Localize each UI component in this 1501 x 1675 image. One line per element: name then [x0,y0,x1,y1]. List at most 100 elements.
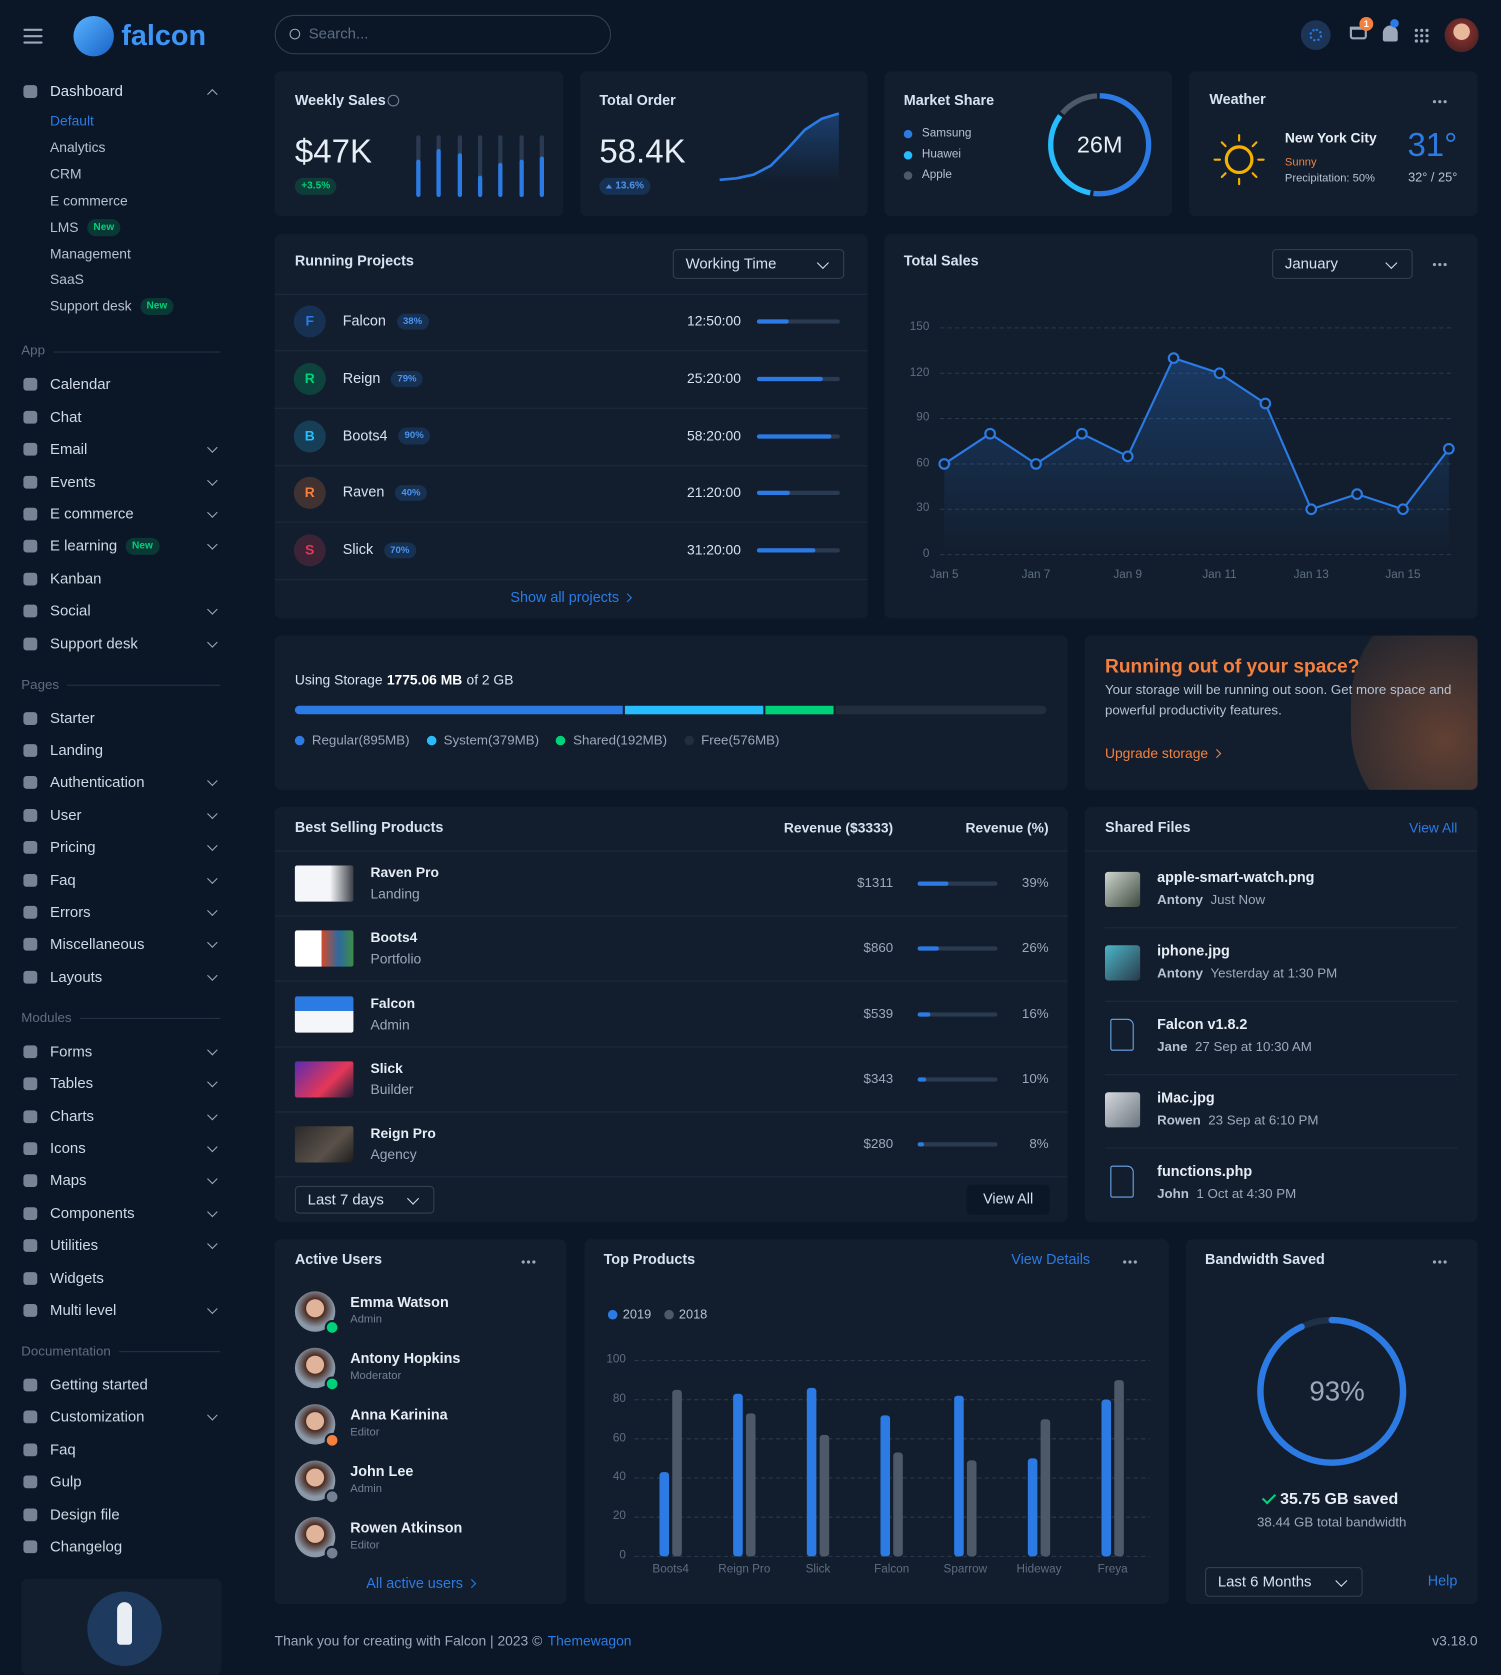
dropdown[interactable]: Working Time [672,249,845,279]
file-name[interactable]: Falcon v1.8.2 [1157,1016,1248,1033]
dropdown[interactable]: January [1272,249,1413,279]
project-time: 31:20:00 [687,541,741,558]
file-time: 1 Oct at 4:30 PM [1196,1186,1297,1202]
chevron [207,539,218,551]
nav-item[interactable]: Miscellaneous [50,935,144,954]
nav-subitem[interactable]: E commerce [50,192,128,209]
file-name[interactable]: iphone.jpg [1157,942,1230,959]
y-tick-label: 60 [916,456,930,470]
nav-item[interactable]: Customization [50,1408,144,1427]
view-all-link[interactable]: View All [1409,819,1458,836]
nav-item[interactable]: Landing [50,741,103,760]
nav-item[interactable]: Faq [50,871,76,890]
nav-item[interactable]: Errors [50,903,91,922]
chevron [207,88,218,100]
nav-subitem[interactable]: SaaS [50,272,84,289]
product-revenue: $860 [863,940,894,956]
nav-item[interactable]: Support desk [50,634,138,653]
file-meta: Antony Yesterday at 1:30 PM [1157,966,1337,983]
nav-item[interactable]: Kanban [50,569,101,588]
nav-label: Design file [50,1504,120,1523]
nav-label: E learning [50,537,118,555]
donut-segment [1048,93,1152,197]
bar [1114,1380,1124,1557]
user-name[interactable]: John Lee [350,1463,414,1480]
nav-item[interactable]: Gulp [50,1473,81,1492]
nav-item[interactable]: E commerce [50,505,134,524]
nav-subitem[interactable]: LMS New [50,219,121,236]
view-all-button[interactable]: View All [966,1184,1050,1215]
nav-item[interactable]: Forms [50,1042,92,1061]
dropdown[interactable]: Last 6 Months [1205,1567,1363,1597]
help-link[interactable]: Help [1427,1572,1458,1589]
nav-item[interactable]: E learning New [50,537,160,556]
product-percent: 26% [1021,940,1049,956]
project-name-row[interactable]: Boots4 90% [343,427,431,445]
user-name[interactable]: Emma Watson [350,1294,449,1310]
nav-item[interactable]: User [50,806,81,825]
product-name[interactable]: Boots4 [370,929,418,946]
nav-label: Email [50,440,88,458]
nav-item[interactable]: Components [50,1204,135,1223]
nav-item[interactable]: Utilities [50,1236,98,1255]
all-users-link[interactable]: All active users [366,1575,476,1593]
nav-item[interactable]: Design file [50,1505,120,1524]
nav-item[interactable]: Authentication [50,773,144,792]
nav-item[interactable]: Email [50,440,87,459]
search-box[interactable]: Search... [274,14,612,55]
footer-link[interactable]: Themewagon [547,1632,632,1649]
project-name-row[interactable]: Slick 70% [343,542,416,560]
user-name[interactable]: Antony Hopkins [350,1350,461,1367]
profile-avatar[interactable] [1444,18,1479,53]
nav-item[interactable]: Faq [50,1440,76,1459]
view-details-link[interactable]: View Details [1011,1251,1091,1268]
product-name[interactable]: Raven Pro [370,864,439,881]
nav-item[interactable]: Icons [50,1139,86,1158]
project-name-row[interactable]: Falcon 38% [343,313,429,331]
link-text: All active users [366,1575,463,1592]
file-thumbnail [1104,945,1141,981]
nav-item[interactable]: Social [50,602,91,621]
upgrade-link[interactable]: Upgrade storage [1105,745,1222,762]
file-name[interactable]: iMac.jpg [1157,1089,1215,1106]
nav-item[interactable]: Widgets [50,1269,104,1288]
nav-item[interactable]: Events [50,472,96,491]
nav-item[interactable]: Maps [50,1172,86,1191]
nav-icon [23,540,38,553]
nav-item[interactable]: Pricing [50,838,96,857]
nav-item[interactable]: Tables [50,1074,93,1093]
nav-item[interactable]: Getting started [50,1376,148,1395]
nav-item[interactable]: Chat [50,408,81,427]
x-tick-label: Slick [805,1562,831,1576]
dropdown[interactable]: Last 7 days [294,1185,435,1214]
nav-item[interactable]: Layouts [50,968,102,987]
user-name[interactable]: Anna Karinina [350,1406,448,1423]
chevron [207,636,218,648]
project-name-row[interactable]: Reign 79% [343,370,423,388]
nav-item[interactable]: Changelog [50,1537,122,1556]
nav-subitem[interactable]: Analytics [50,139,105,156]
user-name[interactable]: Rowen Atkinson [350,1519,463,1536]
cart-button[interactable] [1349,26,1367,40]
product-name[interactable]: Slick [370,1060,403,1077]
nav-item[interactable]: Calendar [50,375,110,394]
nav-subitem[interactable]: Default [50,113,94,130]
product-name[interactable]: Reign Pro [370,1125,436,1142]
project-name-row[interactable]: Raven 40% [343,484,427,502]
nav-item[interactable]: Multi level [50,1301,116,1320]
product-name[interactable]: Falcon [370,994,416,1011]
file-name[interactable]: apple-smart-watch.png [1157,869,1315,886]
close-button[interactable] [198,1587,211,1600]
nav-subitem[interactable]: Management [50,245,131,262]
nav-label: Charts [50,1106,94,1124]
x-tick-label: Reign Pro [718,1562,771,1576]
show-all-link[interactable]: Show all projects [510,589,633,607]
file-name[interactable]: functions.php [1157,1163,1253,1180]
nav-item[interactable]: Charts [50,1107,94,1126]
nav-item[interactable]: Starter [50,709,95,728]
nav-subitem[interactable]: CRM [50,166,82,183]
nav-item[interactable]: Dashboard [50,82,123,100]
product-percent: 16% [1021,1005,1049,1021]
nav-subitem[interactable]: Support desk New [50,298,174,316]
notification-button[interactable] [1382,25,1398,42]
